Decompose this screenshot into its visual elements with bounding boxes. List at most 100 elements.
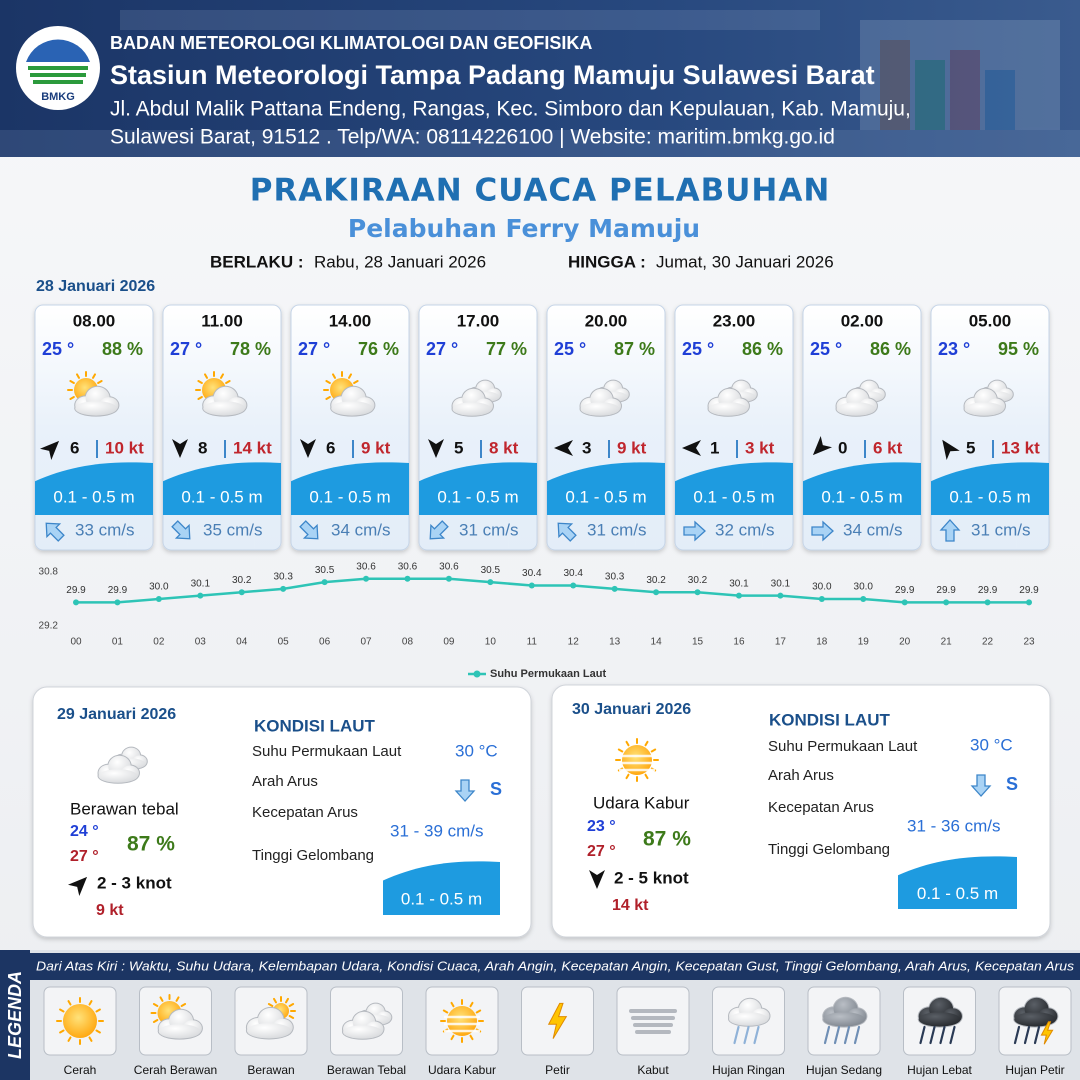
sun-ray xyxy=(180,1003,187,1007)
slot-gust: 14 kt xyxy=(233,438,272,457)
sun-icon xyxy=(56,997,104,1045)
slot-wind-speed: 8 xyxy=(198,438,207,457)
sun-ray xyxy=(450,1034,455,1041)
day-wind: 2 - 5 knot xyxy=(614,868,689,887)
slot-gust: 3 kt xyxy=(745,438,775,457)
slot-temperature: 27 ° xyxy=(298,339,330,359)
validity-from: Rabu, 28 Januari 2026 xyxy=(314,252,486,271)
sun-ray xyxy=(475,1009,482,1014)
x-tick-label: 17 xyxy=(775,637,787,648)
cloud-part xyxy=(246,1023,292,1039)
value-label: 29.9 xyxy=(108,585,128,596)
sea-label: Kecepatan Arus xyxy=(252,804,358,821)
value-label: 30.6 xyxy=(356,561,376,572)
slot-temperature: 25 ° xyxy=(42,339,74,359)
day-humidity: 87 % xyxy=(643,828,691,851)
x-tick-label: 07 xyxy=(360,637,372,648)
cloud-icon xyxy=(1013,996,1059,1028)
sea-label: Arah Arus xyxy=(252,773,318,790)
legend-item-label: Petir xyxy=(545,1063,570,1077)
day-gust: 9 kt xyxy=(96,902,124,919)
legend-item-label: Hujan Petir xyxy=(1005,1063,1064,1077)
slot-wind-speed: 1 xyxy=(710,438,719,457)
sun-ray xyxy=(88,1036,93,1042)
wave xyxy=(803,462,921,515)
sun-ray xyxy=(67,1000,72,1006)
value-label: 30.2 xyxy=(688,575,708,586)
sun-ray xyxy=(92,373,96,379)
sun-ray xyxy=(76,373,80,379)
x-tick-label: 03 xyxy=(195,637,207,648)
validity-label: HINGGA : xyxy=(568,252,646,271)
x-tick-label: 14 xyxy=(651,637,663,648)
slot-temperature: 25 ° xyxy=(682,339,714,359)
sst-point xyxy=(363,575,370,582)
sst-point xyxy=(487,579,494,586)
wind-arrow xyxy=(67,876,88,897)
slot-time: 11.00 xyxy=(201,311,243,330)
logo-arc xyxy=(26,39,90,62)
sst-point xyxy=(901,599,908,606)
lightning xyxy=(1040,1021,1054,1045)
cloud-part xyxy=(452,402,492,416)
lightning xyxy=(547,1002,568,1039)
current-arrow xyxy=(557,522,577,542)
sun-ray xyxy=(325,380,331,384)
value-label: 30.6 xyxy=(439,561,459,572)
cloud-icon xyxy=(74,385,120,417)
x-tick-label: 22 xyxy=(982,637,994,648)
value-label: 30.2 xyxy=(646,575,666,586)
header-skyline xyxy=(0,10,1080,157)
day-wind: 2 - 3 knot xyxy=(97,873,172,892)
x-tick-label: 04 xyxy=(236,637,248,648)
x-tick-label: 21 xyxy=(941,637,953,648)
slot-wind-speed: 0 xyxy=(838,438,847,457)
sst-point xyxy=(404,575,411,582)
sea-temperature: 30 °C xyxy=(970,735,1013,754)
sea-label: Kecepatan Arus xyxy=(768,799,874,816)
value-label: 30.2 xyxy=(232,575,252,586)
x-tick-label: 00 xyxy=(70,637,82,648)
sun-ray xyxy=(69,396,75,400)
sun-ray xyxy=(625,773,630,780)
slot-time: 23.00 xyxy=(713,311,756,330)
slot-humidity: 78 % xyxy=(230,339,271,359)
x-tick-label: 02 xyxy=(153,637,165,648)
sst-point xyxy=(611,585,618,592)
sea-label: Arah Arus xyxy=(768,767,834,784)
sst-line xyxy=(76,577,1029,604)
sea-label: Tinggi Gelombang xyxy=(252,847,374,864)
day-temp-min: 23 ° xyxy=(587,818,616,835)
forecast-date: 28 Januari 2026 xyxy=(36,278,155,295)
validity-label: BERLAKU : xyxy=(210,252,304,271)
wave xyxy=(163,462,281,515)
x-tick-label: 23 xyxy=(1023,637,1035,648)
cloud-part xyxy=(729,1012,768,1026)
legend-item-label: Kabut xyxy=(637,1063,669,1077)
sea-label: Tinggi Gelombang xyxy=(768,841,890,858)
x-tick-label: 12 xyxy=(568,637,580,648)
value-label: 30.0 xyxy=(812,582,832,593)
sst-point xyxy=(570,582,577,589)
sst-point xyxy=(818,596,825,602)
sun-ray xyxy=(644,773,649,780)
legend-label: Suhu Permukaan Laut xyxy=(490,668,606,680)
wave xyxy=(898,856,1017,909)
sst-point xyxy=(73,599,79,606)
slot-wave: 0.1 - 0.5 m xyxy=(565,487,646,506)
slot-temperature: 25 ° xyxy=(810,339,842,359)
cloud-part xyxy=(580,402,620,416)
rain-drop xyxy=(939,1025,946,1045)
station: Stasiun Meteorologi Tampa Padang Mamuju … xyxy=(110,60,875,90)
sun-ray xyxy=(288,1015,295,1019)
x-tick-label: 09 xyxy=(443,637,455,648)
current-arrow xyxy=(299,520,319,540)
cloud-part xyxy=(964,402,1004,416)
wind-arrow xyxy=(812,435,833,456)
sst-point xyxy=(114,599,121,606)
value-label: 30.1 xyxy=(771,578,791,589)
slot-humidity: 76 % xyxy=(358,339,399,359)
value-label: 29.9 xyxy=(1019,585,1039,596)
